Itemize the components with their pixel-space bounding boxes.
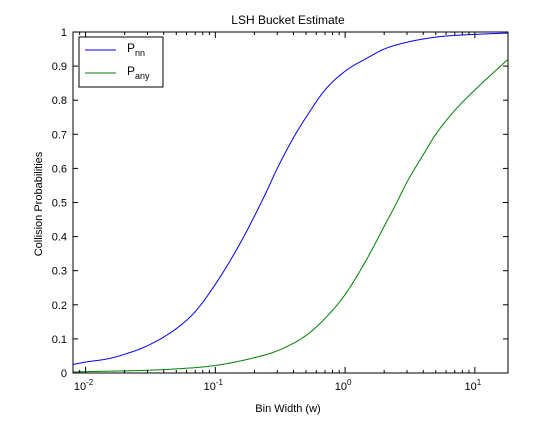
legend-label-pany: Pany <box>127 64 150 81</box>
y-tick-label: 0 <box>61 368 67 380</box>
y-tick-label: 1 <box>61 27 67 39</box>
y-tick-label: 0.6 <box>52 163 67 175</box>
y-tick-label: 0.2 <box>52 300 67 312</box>
x-tick-label: 101 <box>465 378 482 393</box>
x-tick-label: 10-2 <box>74 378 94 393</box>
x-tick-label: 100 <box>335 378 352 393</box>
x-axis-title: Bin Width (w) <box>255 403 320 415</box>
series-layer <box>72 32 509 373</box>
x-tick-label: 10-1 <box>204 378 224 393</box>
y-tick-label: 0.9 <box>52 61 67 73</box>
chart-title: LSH Bucket Estimate <box>231 13 345 27</box>
y-tick-label: 0.1 <box>52 334 67 346</box>
y-tick-label: 0.8 <box>52 95 67 107</box>
plot-area <box>72 31 509 374</box>
y-axis-title: Collision Probabilities <box>33 151 45 256</box>
legend: Pnn Pany <box>78 36 164 88</box>
tick-label-layer: 0 0.1 0.2 0.3 0.4 0.5 0.6 0.7 0.8 0.9 1 10-2 10-1 100… <box>52 27 482 393</box>
y-tick-label: 0.4 <box>52 232 67 244</box>
y-tick-label: 0.7 <box>52 129 67 141</box>
tick-layer <box>72 31 508 374</box>
legend-label-pnn: Pnn <box>127 41 145 58</box>
legend-box <box>78 36 164 88</box>
series-line-pnn <box>72 32 509 365</box>
y-tick-label: 0.5 <box>52 198 67 210</box>
y-tick-label: 0.3 <box>52 266 67 278</box>
series-line-pany <box>72 58 509 373</box>
